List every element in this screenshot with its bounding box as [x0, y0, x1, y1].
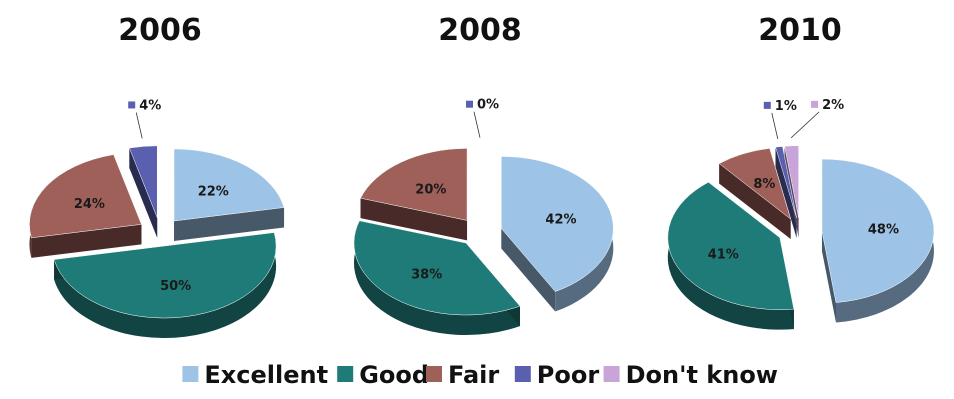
data-label-excellent: 48%	[868, 223, 899, 238]
legend-label: Good	[359, 361, 429, 389]
legend-swatch	[426, 366, 442, 382]
data-labels: 22% 50% 24% 4%	[74, 98, 229, 294]
pie-charts: 2006 22% 50% 24% 4% 2008 42% 38% 20% 0% 2010 48% 41%…	[29, 13, 935, 339]
leader-line-poor	[135, 112, 143, 139]
legend-item-fair: Fair	[426, 361, 499, 389]
slice-good	[53, 232, 277, 319]
legend-item-poor: Poor	[514, 361, 600, 389]
slice-fair	[718, 148, 792, 220]
slice-edge-fair	[360, 198, 468, 241]
leader-line-poor	[473, 111, 481, 138]
leader-line-don-t-know	[790, 111, 820, 139]
legend-label: Excellent	[204, 361, 328, 389]
legend-item-excellent: Excellent	[182, 361, 328, 389]
slice-excellent	[173, 148, 285, 222]
data-label-poor: 1%	[775, 99, 797, 114]
data-label-excellent: 22%	[198, 184, 229, 199]
leader-line-poor	[771, 112, 779, 139]
legend-swatch	[603, 366, 620, 382]
label-marker-don-t-know	[811, 100, 819, 108]
slice-edge-fair	[31, 224, 142, 258]
data-label-fair: 20%	[415, 182, 446, 197]
legend-item-don-t-know: Don't know	[603, 361, 778, 389]
legend-label: Fair	[448, 361, 499, 389]
slice-fair	[360, 148, 468, 221]
legend-item-good: Good	[337, 361, 429, 389]
data-label-fair: 8%	[753, 177, 775, 192]
legend-swatch	[337, 366, 354, 382]
slice-excellent	[821, 158, 935, 303]
slice-edge-excellent	[501, 228, 556, 312]
data-label-poor: 4%	[139, 98, 161, 113]
data-label-good: 50%	[160, 279, 191, 294]
data-labels: 48% 41% 8% 1% 2%	[708, 98, 899, 263]
slice-poor	[775, 146, 797, 218]
slice-poor	[129, 145, 158, 218]
legend-swatch	[514, 366, 531, 382]
chart-title: 2010	[758, 13, 842, 48]
legend-label: Don't know	[626, 361, 778, 389]
data-label-fair: 24%	[74, 197, 105, 212]
legend-label: Poor	[537, 361, 600, 389]
chart-title: 2008	[438, 13, 522, 48]
label-marker-poor	[466, 100, 473, 108]
slice-edge-poor	[775, 147, 797, 238]
slice-side-good	[54, 232, 277, 339]
pie-chart-2010: 2010 48% 41% 8% 1% 2%	[667, 13, 935, 330]
slice-edge-excellent	[821, 231, 836, 323]
slice-edge-fair	[719, 163, 791, 240]
data-label-good: 38%	[411, 268, 442, 283]
label-marker-poor	[763, 101, 771, 109]
slice-excellent	[501, 156, 614, 292]
pie-chart-2008: 2008 42% 38% 20% 0%	[353, 13, 614, 336]
slice-side-good	[353, 220, 520, 336]
slice-good	[667, 181, 795, 310]
pie-chart-2006: 2006 22% 50% 24% 4%	[29, 13, 285, 339]
slice-edge-excellent	[174, 207, 285, 241]
data-label-excellent: 42%	[545, 213, 576, 228]
legend: Excellent Good Fair Poor Don't know	[182, 361, 778, 389]
pie-slices	[667, 145, 935, 310]
slice-fair	[29, 154, 142, 239]
pie-slices	[29, 145, 285, 319]
data-label-poor: 0%	[477, 98, 499, 113]
slice-edge-poor	[129, 148, 158, 238]
slice-side-good	[667, 182, 794, 330]
legend-swatch	[182, 366, 199, 382]
data-label-don-t-know: 2%	[822, 98, 844, 113]
data-label-good: 41%	[708, 247, 739, 262]
pie-slices	[353, 148, 614, 316]
slice-good	[353, 220, 521, 316]
chart-title: 2006	[118, 13, 202, 48]
slice-don-t-know	[784, 145, 799, 218]
data-labels: 42% 38% 20% 0%	[411, 98, 576, 283]
label-marker-poor	[128, 101, 136, 109]
